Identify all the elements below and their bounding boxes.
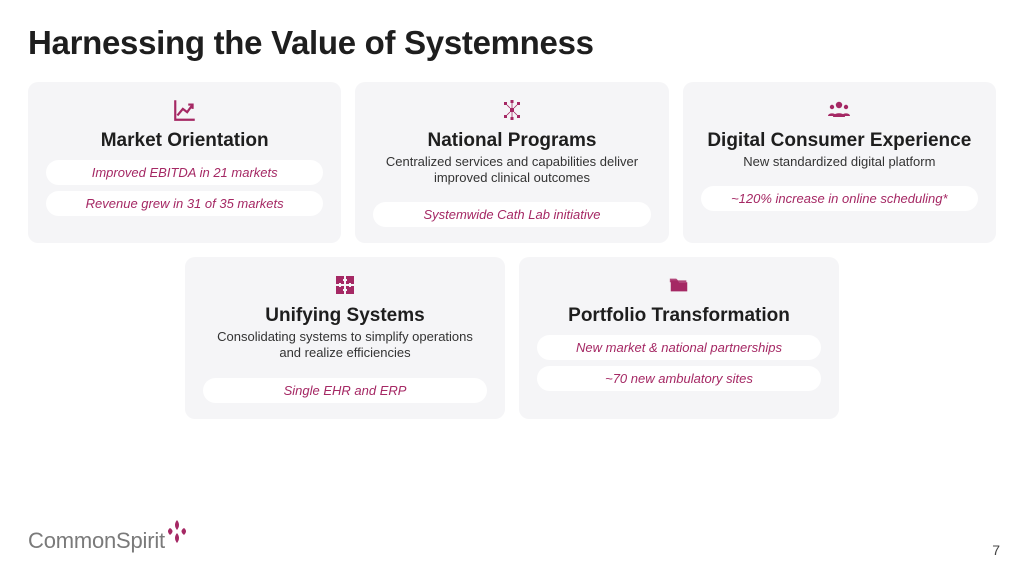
card-title: Digital Consumer Experience [707,130,971,152]
folder-icon [665,271,693,299]
logo-text: CommonSpirit [28,528,165,554]
puzzle-icon [331,271,359,299]
card-unifying-systems: Unifying Systems Consolidating systems t… [185,257,505,418]
chart-up-icon [171,96,199,124]
card-subtitle: New standardized digital platform [743,154,935,170]
card-title: Portfolio Transformation [568,305,790,327]
page-number: 7 [992,542,1000,558]
card-title: Unifying Systems [265,305,424,327]
brand-logo: CommonSpirit [28,528,187,554]
card-portfolio-transformation: Portfolio Transformation New market & na… [519,257,839,418]
logo-mark-icon [167,518,187,544]
pill: Revenue grew in 31 of 35 markets [46,191,323,216]
pill: ~120% increase in online scheduling* [701,186,978,211]
pill: Improved EBITDA in 21 markets [46,160,323,185]
card-market-orientation: Market Orientation Improved EBITDA in 21… [28,82,341,243]
card-subtitle: Centralized services and capabilities de… [373,154,650,187]
card-national-programs: National Programs Centralized services a… [355,82,668,243]
people-icon [825,96,853,124]
card-digital-consumer-experience: Digital Consumer Experience New standard… [683,82,996,243]
card-subtitle: Consolidating systems to simplify operat… [205,329,485,362]
page-title: Harnessing the Value of Systemness [28,24,996,62]
card-row-bottom: Unifying Systems Consolidating systems t… [28,257,996,418]
card-title: Market Orientation [101,130,269,152]
hub-icon [498,96,526,124]
pill: Systemwide Cath Lab initiative [373,202,650,227]
pill: New market & national partnerships [537,335,821,360]
pill: Single EHR and ERP [203,378,487,403]
slide: Harnessing the Value of Systemness Marke… [0,0,1024,572]
card-title: National Programs [428,130,597,152]
pill: ~70 new ambulatory sites [537,366,821,391]
card-row-top: Market Orientation Improved EBITDA in 21… [28,82,996,243]
